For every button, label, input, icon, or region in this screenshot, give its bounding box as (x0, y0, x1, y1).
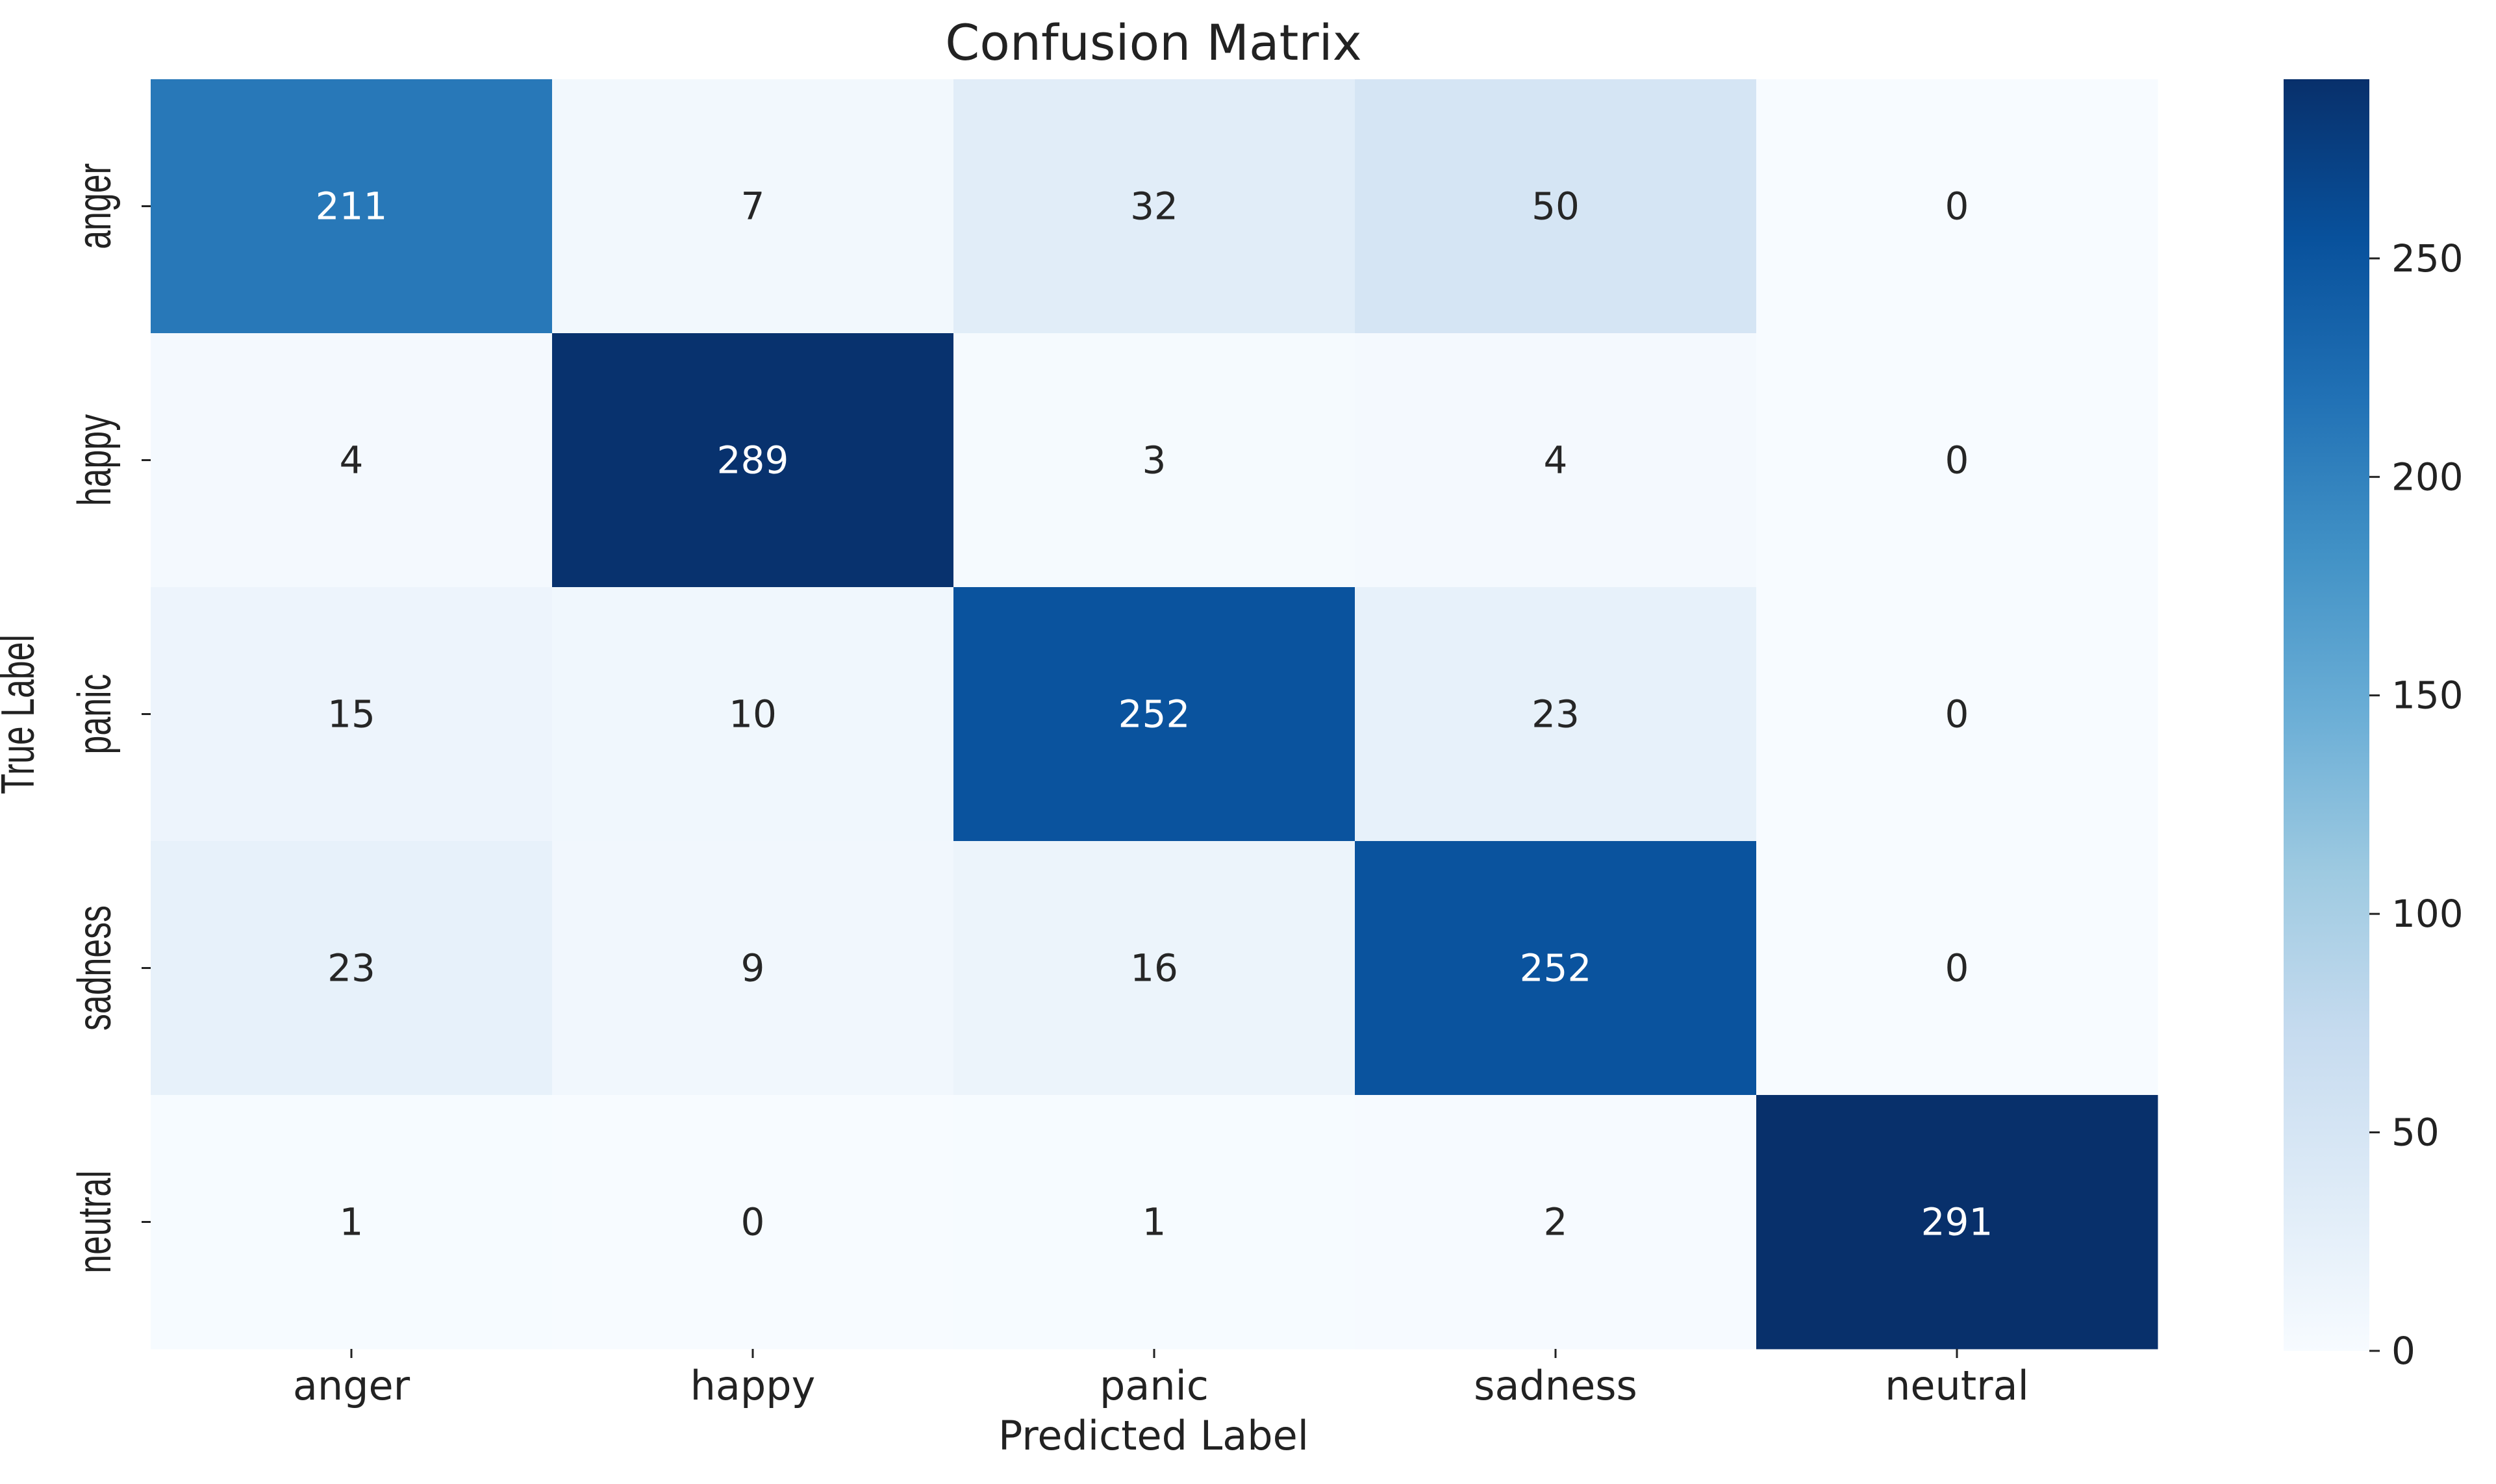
heatmap-cell (1756, 1095, 2158, 1350)
y-axis-label: True Label (0, 635, 44, 794)
heatmap-cell (552, 333, 954, 588)
colorbar-tick-label: 200 (2391, 455, 2464, 499)
x-axis-label: Predicted Label (998, 1412, 1309, 1459)
colorbar-tick-label: 250 (2391, 236, 2464, 281)
x-tick-label: happy (690, 1362, 816, 1409)
cell-value-label: 1 (340, 1200, 364, 1244)
heatmap-cell (953, 587, 1355, 842)
y-tick-label: panic (69, 674, 121, 755)
heatmap-cell (1756, 79, 2158, 334)
cell-value-label: 23 (1532, 692, 1580, 736)
cell-value-label: 50 (1532, 184, 1580, 229)
cell-value-label: 291 (1921, 1200, 1993, 1244)
cell-value-label: 2 (1544, 1200, 1568, 1244)
x-tick-label: anger (293, 1362, 410, 1409)
colorbar-tick-label: 100 (2391, 892, 2464, 936)
heatmap-cell (1756, 841, 2158, 1096)
cell-value-label: 16 (1130, 946, 1178, 990)
heatmap-cell (1355, 1095, 1757, 1350)
heatmap-cell (953, 1095, 1355, 1350)
cell-value-label: 23 (327, 946, 375, 990)
heatmap-cell (151, 587, 553, 842)
x-tick-label: sadness (1474, 1362, 1637, 1409)
y-axis-ticks: anger happy panic sadness neutral (69, 163, 151, 1274)
heatmap-cell (1355, 587, 1757, 842)
cell-value-label: 7 (741, 184, 765, 229)
heatmap-cell (552, 841, 954, 1096)
heatmap-cell (151, 333, 553, 588)
heatmap-cell (552, 587, 954, 842)
heatmap-cell (151, 79, 553, 334)
chart-title: Confusion Matrix (945, 14, 1361, 71)
y-tick-label: anger (69, 163, 121, 249)
heatmap-cell (552, 1095, 954, 1350)
y-tick-label: neutral (69, 1170, 121, 1273)
heatmap-cell (1756, 587, 2158, 842)
y-tick-label: sadness (69, 905, 121, 1031)
colorbar-tick-label: 50 (2391, 1111, 2439, 1155)
heatmap-cell (151, 841, 553, 1096)
cell-value-label: 252 (1118, 692, 1191, 736)
colorbar-tick-label: 0 (2391, 1329, 2415, 1373)
colorbar-ticks: 0 50 100 150 200 250 (2369, 236, 2464, 1373)
heatmap-cell (151, 1095, 553, 1350)
cell-value-label: 0 (741, 1200, 765, 1244)
cell-value-label: 0 (1945, 946, 1969, 990)
cell-value-label: 0 (1945, 438, 1969, 483)
cell-value-label: 4 (1544, 438, 1568, 483)
y-tick-label: happy (69, 414, 121, 506)
cell-value-label: 3 (1142, 438, 1166, 483)
cell-value-label: 289 (717, 438, 789, 483)
colorbar-tick-label: 150 (2391, 673, 2464, 718)
heatmap-cell (1355, 841, 1757, 1096)
heatmap-cell (1355, 333, 1757, 588)
x-tick-label: panic (1100, 1362, 1209, 1409)
cell-value-label: 252 (1520, 946, 1592, 990)
x-tick-label: neutral (1885, 1362, 2029, 1409)
cell-value-label: 15 (327, 692, 375, 736)
cell-value-label: 4 (340, 438, 364, 483)
colorbar (2284, 79, 2369, 1351)
cell-value-label: 211 (316, 184, 388, 229)
cell-value-label: 0 (1945, 692, 1969, 736)
heatmap-cell (1756, 333, 2158, 588)
heatmap-cells: 211 7 32 50 04 289 3 4 015 10 252 23 023 9 16 252 01 0 1 2 2… (151, 79, 2158, 1350)
heatmap-cell (953, 333, 1355, 588)
cell-value-label: 0 (1945, 184, 1969, 229)
x-axis-ticks: anger happy panic sadness neutral (293, 1349, 2029, 1409)
cell-value-label: 9 (741, 946, 765, 990)
heatmap-cell (1355, 79, 1757, 334)
cell-value-label: 10 (729, 692, 777, 736)
cell-value-label: 1 (1142, 1200, 1166, 1244)
heatmap-cell (953, 841, 1355, 1096)
heatmap-cell (552, 79, 954, 334)
cell-value-label: 32 (1130, 184, 1178, 229)
heatmap-cell (953, 79, 1355, 334)
